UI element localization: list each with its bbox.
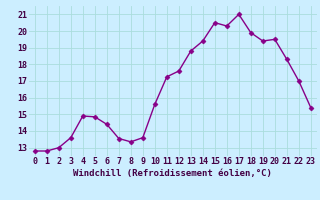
X-axis label: Windchill (Refroidissement éolien,°C): Windchill (Refroidissement éolien,°C)	[73, 169, 272, 178]
